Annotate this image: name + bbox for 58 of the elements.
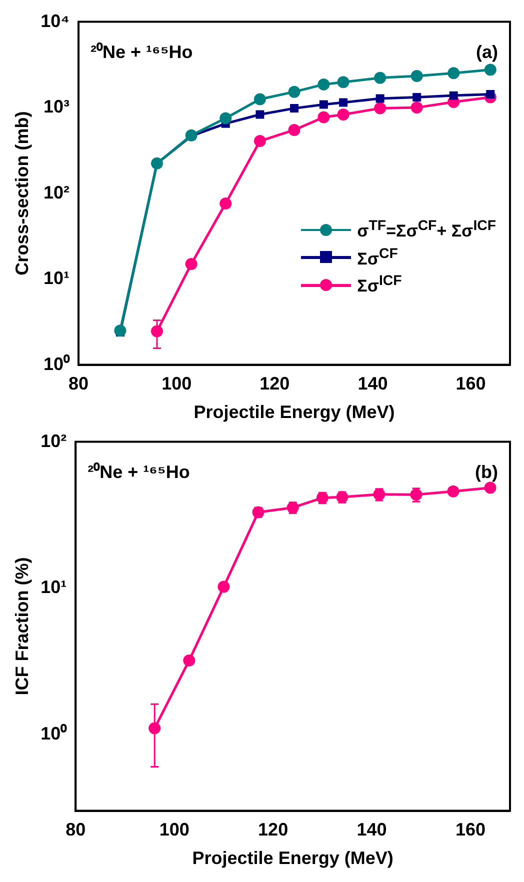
x-tick-label: 80 (66, 820, 86, 840)
y-tick-label: 10² (40, 430, 67, 451)
point (410, 102, 423, 114)
y-tick-label: 10³ (44, 96, 70, 117)
point (254, 93, 266, 106)
y-tick-label: 10⁰ (40, 723, 68, 744)
point (220, 112, 232, 124)
point (185, 258, 198, 270)
x-tick-label: 160 (455, 820, 486, 840)
annotation: ²⁰Ne + ¹⁶⁵Ho (90, 42, 193, 62)
legend-label: Σσ$^{CF}$ (357, 246, 398, 270)
point (447, 485, 460, 498)
point (410, 70, 423, 82)
y-tick-label: 10¹ (40, 577, 67, 598)
point (318, 78, 330, 90)
point (288, 124, 300, 136)
point (319, 100, 328, 109)
point (337, 108, 350, 120)
x-tick-label: 100 (159, 820, 190, 840)
y-tick-label: 10⁴ (40, 10, 70, 31)
y-tick-label: 10¹ (44, 268, 70, 288)
point (374, 72, 386, 84)
point (484, 482, 496, 494)
x-tick-label: 160 (456, 374, 486, 394)
x-tick-label: 100 (162, 374, 192, 394)
point (220, 198, 232, 210)
point (374, 102, 386, 114)
point (376, 94, 384, 103)
y-axis-title: ICF Fraction (%) (12, 557, 32, 696)
x-tick-label: 140 (358, 374, 388, 394)
y-tick-label: 10² (44, 182, 70, 202)
annotation: (a) (476, 42, 498, 62)
point (448, 67, 460, 80)
x-axis-title: Projectile Energy (MeV) (192, 848, 394, 868)
point (339, 98, 348, 107)
x-tick-label: 80 (68, 374, 89, 394)
point (318, 111, 330, 124)
x-tick-label: 120 (258, 820, 288, 840)
point (290, 104, 299, 113)
point (256, 110, 264, 119)
y-axis-title: Cross-section (mb) (12, 111, 32, 276)
point (185, 129, 198, 142)
point (218, 580, 230, 593)
point (114, 324, 126, 337)
x-axis-title: Projectile Energy (MeV) (194, 402, 395, 422)
x-tick-label: 140 (356, 820, 387, 840)
point (449, 91, 458, 100)
annotation: ²⁰Ne + ¹⁶⁵Ho (88, 462, 190, 482)
y-tick-label: 10⁰ (43, 354, 71, 374)
point (254, 135, 266, 148)
legend-label: Σσ$^{ICF}$ (357, 273, 402, 297)
annotation: (b) (475, 462, 498, 482)
point (412, 92, 422, 102)
point (484, 64, 496, 76)
legend-label: σ$^{TF}$=Σσ$^{CF}$+ Σσ$^{ICF}$ (357, 218, 496, 242)
x-tick-label: 120 (260, 374, 290, 394)
point (288, 86, 300, 98)
point (337, 76, 350, 88)
